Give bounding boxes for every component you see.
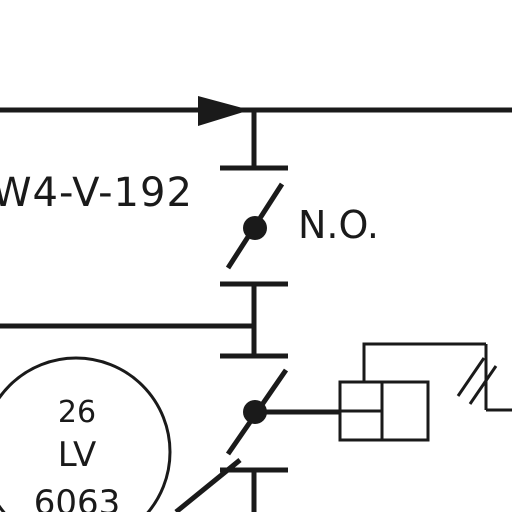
flow-arrow-icon — [198, 96, 250, 126]
contact-type-label: N.O. — [298, 203, 379, 247]
valve-tag-label: W4-V-192 — [0, 170, 193, 216]
diagonal-lead-wire — [174, 458, 242, 512]
instrument-function: LV — [58, 435, 96, 475]
slash-mark-1 — [456, 357, 486, 397]
instrument-bubble — [0, 356, 172, 512]
instrument-loop: 6063 — [34, 483, 121, 512]
slash-mark-2 — [468, 365, 498, 405]
relay-feed-wire — [362, 342, 486, 382]
contact-1-pivot — [243, 216, 267, 240]
instrument-number: 26 — [58, 395, 96, 430]
